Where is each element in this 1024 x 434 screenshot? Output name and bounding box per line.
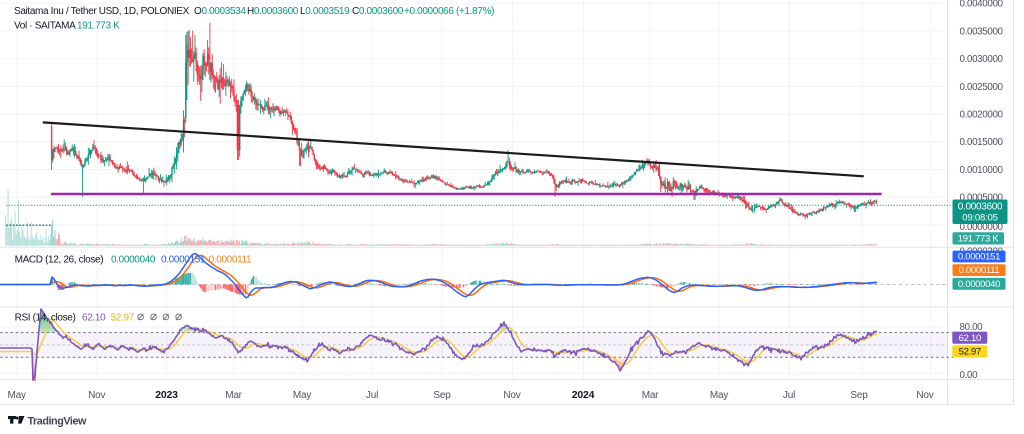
svg-text:O0.0003534: O0.0003534 (194, 6, 246, 17)
svg-text:0.00: 0.00 (960, 370, 979, 381)
svg-text:0.0000111: 0.0000111 (209, 255, 252, 266)
svg-text:0.0025000: 0.0025000 (960, 82, 1004, 93)
svg-text:Saitama Inu / Tether USD, 1D,: Saitama Inu / Tether USD, 1D, POLONIEX (14, 6, 190, 17)
svg-text:62.10: 62.10 (959, 333, 981, 344)
svg-text:0.0000111: 0.0000111 (959, 265, 1000, 276)
svg-text:L0.0003519: L0.0003519 (300, 6, 350, 17)
svg-text:Vol · SAITAMA: Vol · SAITAMA (14, 21, 76, 32)
svg-text:Nov: Nov (503, 390, 520, 401)
svg-text:0.0000000: 0.0000000 (960, 222, 1004, 233)
svg-text:09:08:05: 09:08:05 (962, 213, 997, 224)
svg-text:0.0010000: 0.0010000 (960, 165, 1004, 176)
svg-text:Mar: Mar (225, 390, 242, 401)
svg-text:May: May (293, 390, 311, 401)
svg-text:May: May (8, 390, 26, 401)
svg-text:52.97: 52.97 (111, 312, 135, 323)
svg-text:Mar: Mar (642, 390, 659, 401)
svg-text:MACD (12, 26, close): MACD (12, 26, close) (15, 255, 104, 266)
svg-text:0.0000151: 0.0000151 (958, 252, 1000, 263)
svg-text:H0.0003600: H0.0003600 (247, 6, 299, 17)
svg-text:Nov: Nov (88, 390, 105, 401)
svg-text:52.97: 52.97 (959, 347, 981, 358)
svg-text:C0.0003600: C0.0003600 (352, 6, 404, 17)
svg-text:0.0000040: 0.0000040 (111, 255, 156, 266)
svg-text:0.0030000: 0.0030000 (960, 54, 1004, 65)
svg-text:Nov: Nov (916, 390, 933, 401)
svg-text:Sep: Sep (433, 390, 451, 401)
svg-text:0.0040000: 0.0040000 (960, 0, 1004, 10)
svg-text:62.10: 62.10 (82, 312, 106, 323)
svg-text:Sep: Sep (850, 390, 868, 401)
svg-text:0.0005000: 0.0005000 (960, 193, 1004, 204)
svg-text:May: May (710, 390, 728, 401)
svg-text:TradingView: TradingView (28, 415, 88, 427)
svg-text:0.0020000: 0.0020000 (960, 110, 1004, 121)
svg-text:191.773 K: 191.773 K (958, 234, 1000, 245)
svg-text:2024: 2024 (572, 389, 595, 401)
svg-text:0.0003600: 0.0003600 (958, 202, 1003, 213)
svg-text:0.0035000: 0.0035000 (960, 26, 1004, 37)
svg-text:Jul: Jul (783, 390, 795, 401)
svg-text:191.773 K: 191.773 K (77, 21, 120, 32)
svg-text:0.0000151: 0.0000151 (161, 255, 206, 266)
svg-text:0.0015000: 0.0015000 (960, 137, 1004, 148)
svg-text:Jul: Jul (366, 390, 378, 401)
svg-text:RSI (14, close): RSI (14, close) (15, 312, 76, 323)
svg-text:0.0000040: 0.0000040 (958, 279, 1000, 290)
svg-text:80.00: 80.00 (960, 322, 984, 333)
svg-text:+0.0000066 (+1.87%): +0.0000066 (+1.87%) (404, 6, 494, 17)
svg-text:2023: 2023 (155, 389, 178, 401)
